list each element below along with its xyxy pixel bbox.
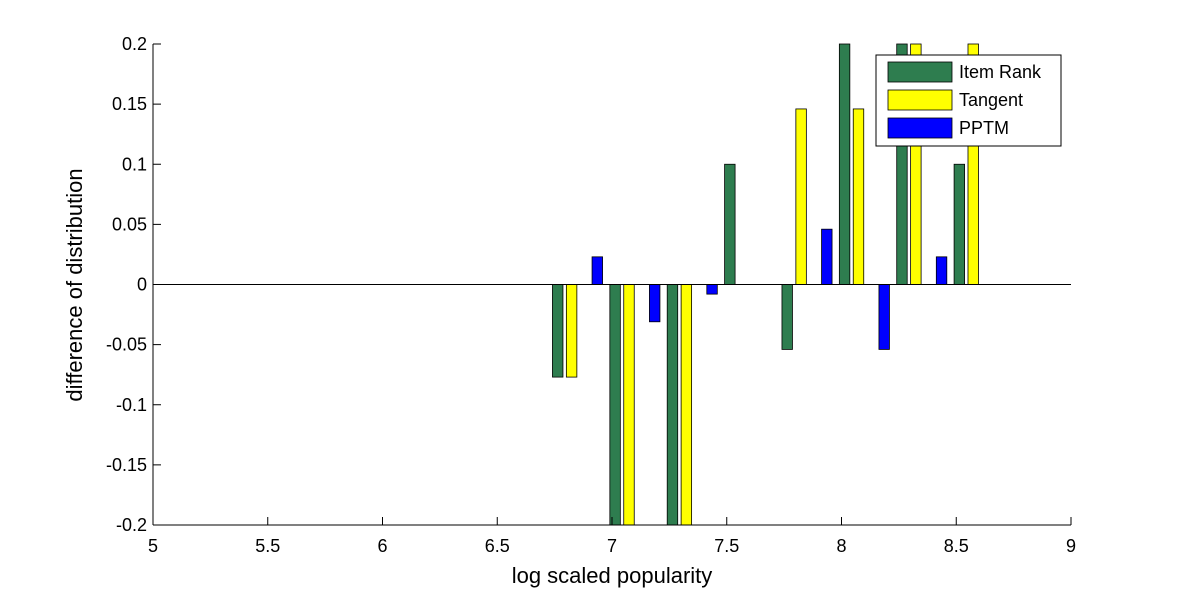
y-tick-label: 0.15 (112, 94, 147, 114)
x-tick-label: 6 (377, 536, 387, 556)
x-tick-label: 5.5 (255, 536, 280, 556)
legend-swatch (887, 117, 953, 139)
bar-tangent (680, 284, 693, 526)
bar-item-rank (838, 43, 851, 285)
y-tick-label: 0.1 (122, 154, 147, 174)
x-axis-label: log scaled popularity (512, 563, 713, 588)
x-ticks-group: 5 5.5 6 6.5 7 7.5 8 8.5 9 (148, 517, 1076, 556)
bar-pptm (935, 256, 948, 285)
bar-pptm (878, 284, 890, 350)
legend-swatch (887, 61, 953, 83)
bar-pptm (591, 256, 603, 285)
y-tick-label: 0 (137, 275, 147, 295)
bar-tangent (852, 108, 865, 285)
y-tick-label: 0.2 (122, 34, 147, 54)
x-tick-label: 7.5 (714, 536, 739, 556)
bar-item-rank (552, 284, 564, 378)
x-tick-label: 5 (148, 536, 158, 556)
legend-label: Tangent (959, 90, 1023, 110)
bar-tangent (795, 108, 807, 285)
y-tick-label: -0.05 (106, 335, 147, 355)
y-ticks-group: -0.2 -0.15 -0.1 -0.05 0 0.05 0.1 0.15 0.2 (106, 34, 161, 535)
bar-item-rank (666, 284, 679, 526)
legend: Item Rank Tangent PPTM (875, 54, 1062, 147)
x-tick-label: 9 (1066, 536, 1076, 556)
bar-pptm (649, 284, 661, 323)
bar-pptm (821, 228, 833, 285)
bar-item-rank (781, 284, 793, 350)
legend-label: Item Rank (959, 62, 1042, 82)
y-tick-label: -0.2 (116, 515, 147, 535)
bar-item-rank (953, 163, 965, 285)
x-tick-label: 8 (836, 536, 846, 556)
x-tick-label: 8.5 (944, 536, 969, 556)
bar-item-rank (724, 163, 736, 285)
y-tick-label: -0.15 (106, 455, 147, 475)
y-tick-label: 0.05 (112, 214, 147, 234)
x-tick-label: 6.5 (485, 536, 510, 556)
x-tick-label: 7 (607, 536, 617, 556)
bar-item-rank (609, 284, 621, 526)
legend-swatch (887, 89, 953, 111)
bar-pptm (706, 284, 718, 295)
legend-label: PPTM (959, 118, 1009, 138)
bar-tangent (565, 284, 578, 378)
y-axis-label: difference of distribution (62, 168, 87, 401)
bar-tangent (623, 284, 635, 526)
y-tick-label: -0.1 (116, 395, 147, 415)
